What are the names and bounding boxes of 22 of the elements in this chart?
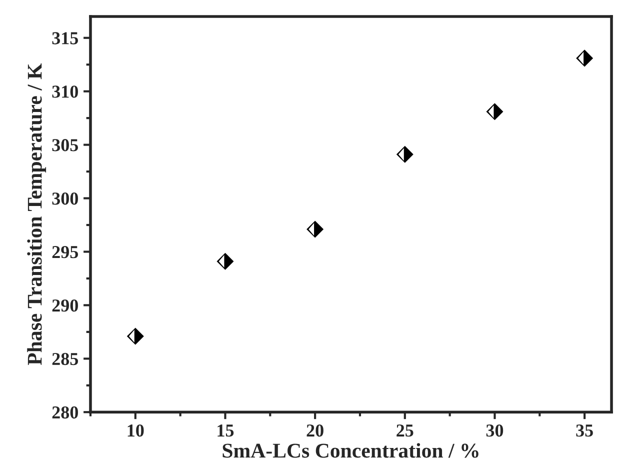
point <box>306 220 324 238</box>
y-tick-label: 310 <box>52 86 78 98</box>
y-tick-label: 280 <box>52 406 78 419</box>
y-tick-label: 315 <box>52 32 78 44</box>
x-tick-label: 15 <box>218 424 234 437</box>
x-tick-label: 10 <box>128 424 144 437</box>
y-tick-label: 305 <box>52 139 78 152</box>
point <box>576 50 594 67</box>
x-axis-title: SmA-LCs Concentration / % <box>222 443 478 458</box>
y-tick-label: 290 <box>52 299 78 312</box>
point <box>486 103 504 120</box>
y-tick-label: 285 <box>52 352 78 366</box>
y-tick-label: 295 <box>52 246 78 258</box>
x-tick-label: 35 <box>576 424 593 437</box>
y-axis-title: Phase Transition Temperature / K <box>27 63 46 366</box>
x-tick-label: 25 <box>396 424 414 437</box>
x-tick-label: 20 <box>306 424 324 437</box>
x-tick-label: 30 <box>486 424 504 437</box>
point <box>126 328 144 345</box>
y-tick-label: 300 <box>52 192 78 205</box>
point <box>396 146 414 163</box>
point <box>216 252 234 270</box>
